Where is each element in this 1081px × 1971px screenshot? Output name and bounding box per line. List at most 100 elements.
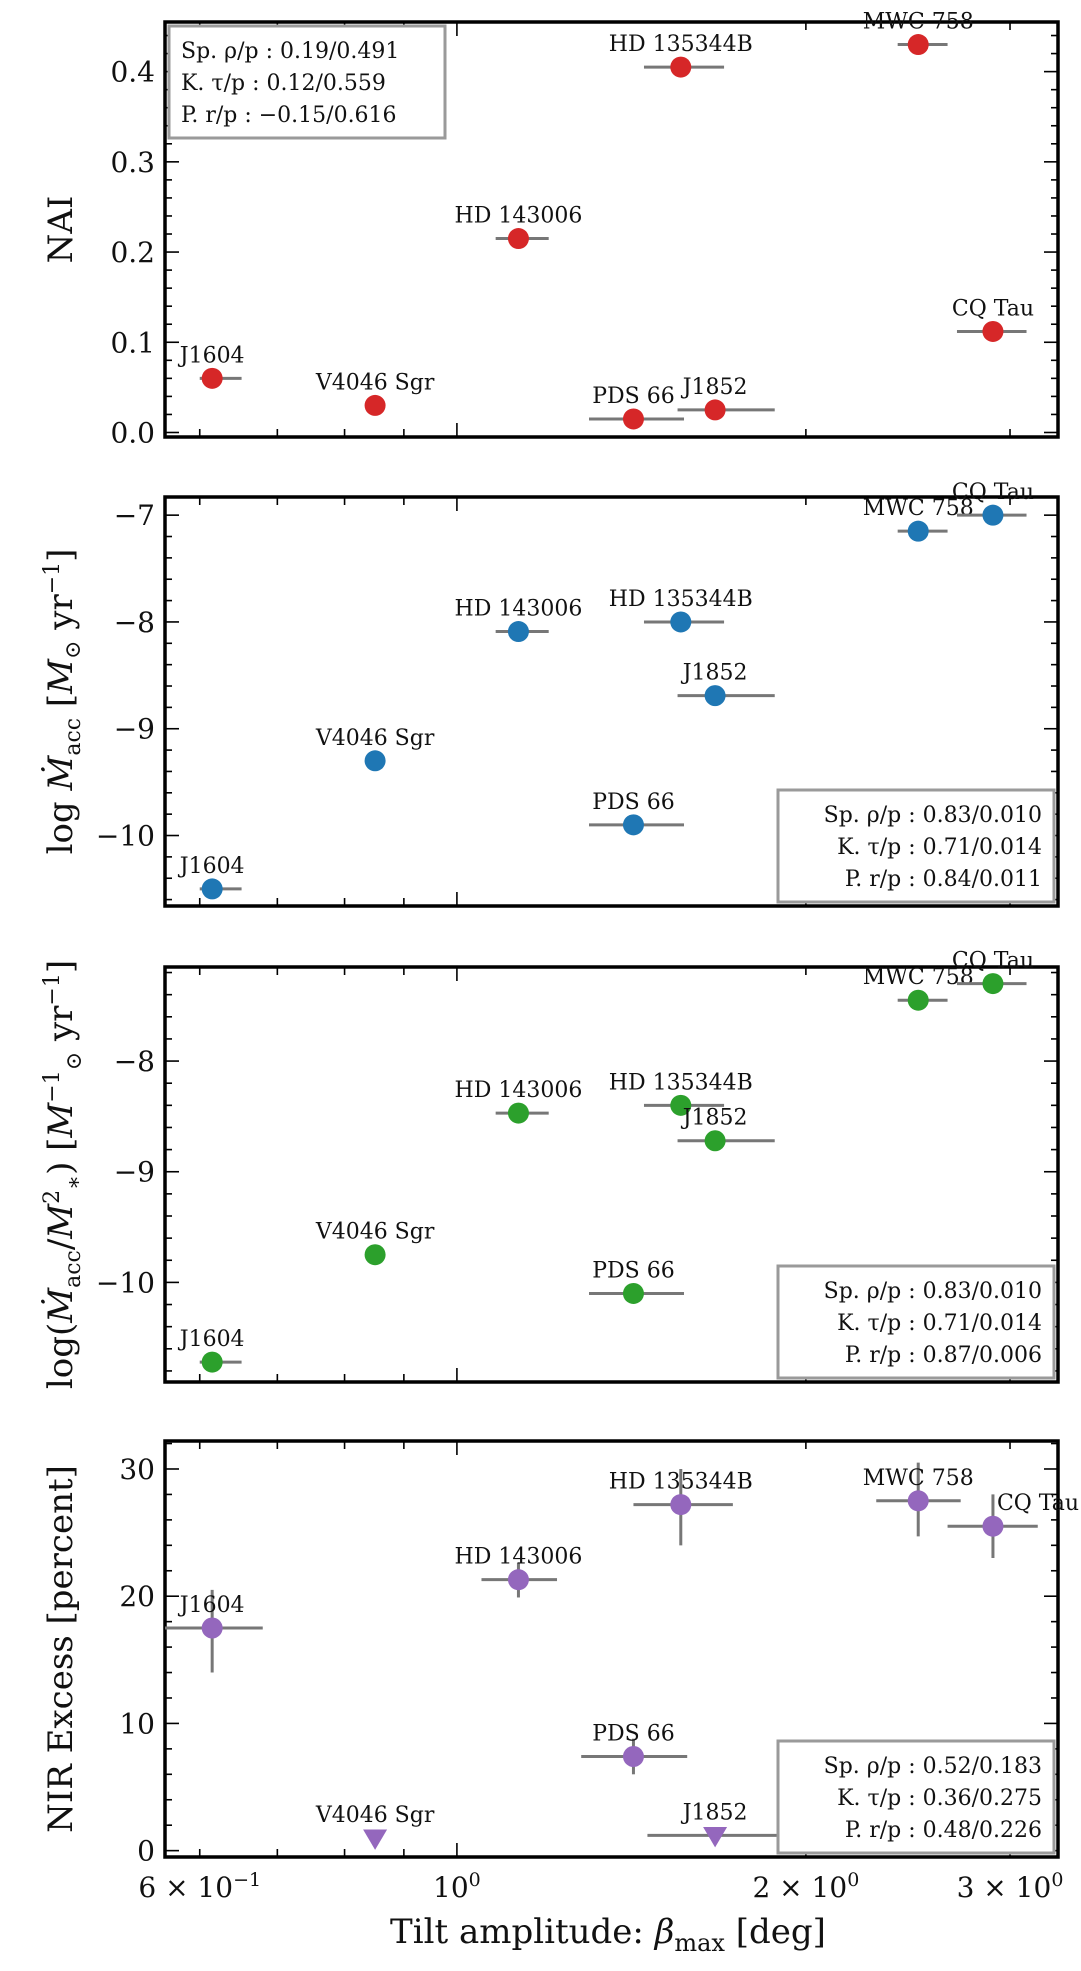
data-point-marker xyxy=(670,611,692,633)
y-axis-title: log Ṁacc [M⊙ yr−1] xyxy=(40,549,86,855)
stats-line: K. τ/p : 0.36/0.275 xyxy=(837,1786,1042,1811)
point-hd-135344b: HD 135344B xyxy=(609,32,753,78)
data-point-marker xyxy=(670,1094,692,1116)
data-point-marker xyxy=(982,1515,1004,1537)
point-label: J1852 xyxy=(681,1106,748,1131)
point-mwc-758: MWC 758 xyxy=(863,1462,974,1537)
point-label: J1604 xyxy=(178,343,245,368)
x-tick-label: 2 × 100 xyxy=(752,1869,859,1904)
point-label: HD 135344B xyxy=(609,1470,753,1495)
point-hd-135344b: HD 135344B xyxy=(609,1468,753,1546)
x-tick-label: 100 xyxy=(433,1869,481,1904)
point-v4046-sgr: V4046 Sgr xyxy=(315,1220,435,1266)
point-label: PDS 66 xyxy=(592,1258,675,1283)
x-tick-label: 3 × 100 xyxy=(957,1869,1064,1904)
y-tick-label: 20 xyxy=(119,1580,155,1613)
stats-box: Sp. ρ/p : 0.52/0.183 K. τ/p : 0.36/0.275 P… xyxy=(776,1739,1056,1855)
point-j1604: J1604 xyxy=(165,1589,263,1673)
stats-line: Sp. ρ/p : 0.19/0.491 xyxy=(181,39,399,64)
point-label: J1852 xyxy=(681,375,748,400)
data-point-marker xyxy=(507,228,529,250)
point-pds-66: PDS 66 xyxy=(589,1258,685,1304)
data-point-marker xyxy=(507,621,529,643)
point-label: J1852 xyxy=(681,1800,748,1825)
data-point-marker xyxy=(201,878,223,900)
plot-frame xyxy=(163,965,1060,1384)
data-point-marker xyxy=(704,1130,726,1152)
y-axis-title: NAI xyxy=(41,196,81,264)
stats-line: K. τ/p : 0.71/0.014 xyxy=(837,1311,1042,1336)
data-point-marker xyxy=(622,1745,644,1767)
point-hd-143006: HD 143006 xyxy=(455,1078,583,1124)
stats-box: Sp. ρ/p : 0.19/0.491 K. τ/p : 0.12/0.559 P… xyxy=(167,24,447,140)
y-tick-label: 0.1 xyxy=(110,326,155,359)
point-hd-143006: HD 143006 xyxy=(455,597,582,643)
data-point-marker xyxy=(364,394,386,416)
stats-box-frame xyxy=(776,1739,1056,1855)
point-label: PDS 66 xyxy=(592,1721,675,1746)
point-hd-143006: HD 143006 xyxy=(455,1545,583,1598)
point-label: J1604 xyxy=(178,854,245,879)
y-tick-label: −7 xyxy=(114,499,155,532)
y-tick-label: 10 xyxy=(119,1707,155,1740)
point-label: J1604 xyxy=(178,1327,245,1352)
point-j1604: J1604 xyxy=(178,343,245,389)
data-point-marker xyxy=(907,520,929,542)
point-j1852: J1852 xyxy=(677,375,775,421)
data-point-marker xyxy=(704,399,726,421)
point-label: MWC 758 xyxy=(863,1466,974,1491)
y-tick-label: 0.0 xyxy=(110,416,155,449)
data-point-marker xyxy=(670,1494,692,1516)
point-label: CQ Tau xyxy=(952,296,1034,321)
y-tick-label: 30 xyxy=(119,1453,155,1486)
data-point-marker xyxy=(507,1569,529,1591)
point-label: V4046 Sgr xyxy=(315,1220,435,1245)
x-axis-title: Tilt amplitude: βmax [deg] xyxy=(390,1912,826,1957)
point-j1852: J1852 xyxy=(677,661,775,707)
y-axis-title: log(Ṁacc/M2∗) [M−1⊙ yr−1] xyxy=(40,960,87,1389)
y-tick-label: −8 xyxy=(114,606,155,639)
panel-nir-excess: 0 10 20 30 6 × 10−1 100 2 × 100 3 × 100 NIR Exce… xyxy=(41,1439,1079,1904)
stats-line: K. τ/p : 0.71/0.014 xyxy=(837,835,1042,860)
point-cq-tau: CQ Tau xyxy=(952,949,1034,995)
stats-box: Sp. ρ/p : 0.83/0.010 K. τ/p : 0.71/0.014 P… xyxy=(776,788,1056,904)
point-label: V4046 Sgr xyxy=(315,1803,435,1828)
point-label: HD 143006 xyxy=(455,1545,583,1570)
point-label: HD 143006 xyxy=(455,1078,583,1103)
panel-log-macc-over-mstar2: −10 −9 −8 log(Ṁacc/M2∗) [M−1⊙ yr−1] J1604 V40… xyxy=(40,949,1060,1389)
stats-line: Sp. ρ/p : 0.83/0.010 xyxy=(824,803,1042,828)
stats-box-frame xyxy=(776,788,1056,904)
data-point-marker xyxy=(670,56,692,78)
stats-line: K. τ/p : 0.12/0.559 xyxy=(181,71,386,96)
point-label: MWC 758 xyxy=(863,965,974,990)
point-mwc-758: MWC 758 xyxy=(863,10,974,56)
point-label: V4046 Sgr xyxy=(315,726,435,751)
point-label: CQ Tau xyxy=(952,480,1034,505)
data-point-marker xyxy=(982,504,1004,526)
point-v4046-sgr: V4046 Sgr xyxy=(315,726,435,772)
point-label: HD 135344B xyxy=(609,587,753,612)
plot-frame xyxy=(163,20,1060,439)
stats-line: P. r/p : 0.87/0.006 xyxy=(845,1343,1042,1368)
point-j1604: J1604 xyxy=(178,1327,245,1373)
point-mwc-758: MWC 758 xyxy=(863,496,974,542)
data-point-marker xyxy=(982,320,1004,342)
point-j1852: J1852 xyxy=(647,1800,788,1848)
y-tick-label: 0.4 xyxy=(110,56,155,89)
y-tick-label: −8 xyxy=(114,1045,155,1078)
upper-limit-marker xyxy=(703,1826,728,1848)
y-tick-label: 0.2 xyxy=(110,236,155,269)
stats-box: Sp. ρ/p : 0.83/0.010 K. τ/p : 0.71/0.014 P… xyxy=(776,1264,1056,1380)
data-point-marker xyxy=(907,1490,929,1512)
point-label: PDS 66 xyxy=(592,384,675,409)
data-point-marker xyxy=(364,750,386,772)
stats-box-frame xyxy=(776,1264,1056,1380)
point-label: MWC 758 xyxy=(863,10,974,35)
data-point-marker xyxy=(622,814,644,836)
point-label: CQ Tau xyxy=(952,949,1034,974)
y-tick-label: −10 xyxy=(96,820,155,853)
data-point-marker xyxy=(201,1617,223,1639)
plot-frame xyxy=(163,1439,1060,1859)
y-tick-label: −10 xyxy=(96,1266,155,1299)
